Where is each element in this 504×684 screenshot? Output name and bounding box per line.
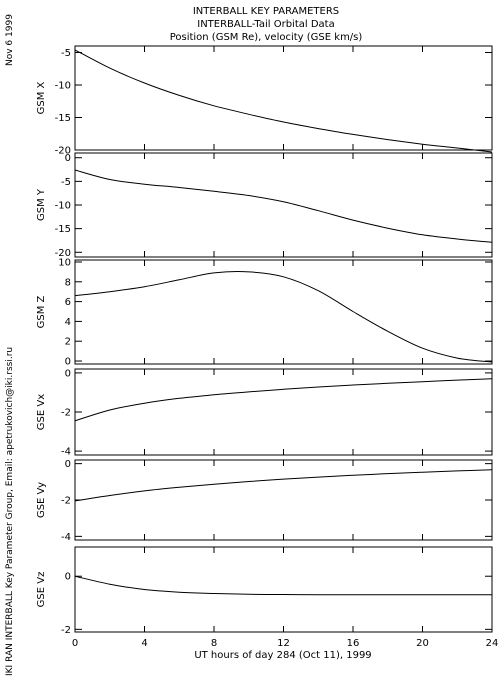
chart-title-line1: INTERBALL KEY PARAMETERS	[193, 6, 339, 17]
x-tick-label: 4	[141, 638, 147, 649]
x-tick-label: 0	[72, 638, 78, 649]
y-tick-label: 2	[65, 337, 71, 348]
y-tick-label: -4	[61, 532, 71, 543]
x-tick-label: 24	[486, 638, 499, 649]
y-tick-label: 10	[58, 257, 71, 268]
y-tick-label: -5	[61, 48, 71, 59]
y-tick-label: -20	[55, 248, 71, 259]
y-tick-label: -2	[61, 408, 71, 419]
y-tick-label: -2	[61, 496, 71, 507]
y-tick-label: 0	[65, 572, 71, 583]
y-axis-label: GSM Z	[36, 295, 47, 328]
side-date: Nov 6 1999	[5, 14, 15, 66]
x-tick-label: 20	[416, 638, 429, 649]
chart-title-line3: Position (GSM Re), velocity (GSE km/s)	[170, 32, 363, 43]
y-tick-label: 0	[65, 368, 71, 379]
y-axis-label: GSE Vy	[36, 482, 47, 518]
y-tick-label: -10	[55, 201, 71, 212]
y-tick-label: 8	[65, 277, 71, 288]
y-tick-label: 0	[65, 153, 71, 164]
series-line	[74, 378, 493, 422]
y-tick-label: -20	[55, 146, 71, 157]
y-tick-label: 0	[65, 459, 71, 470]
y-tick-label: -15	[55, 113, 71, 124]
y-tick-label: -5	[61, 177, 71, 188]
x-axis-label: UT hours of day 284 (Oct 11), 1999	[194, 650, 371, 661]
y-axis-label: GSM X	[36, 81, 47, 114]
y-axis-label: GSE Vx	[36, 394, 47, 430]
y-axis-label: GSM Y	[36, 188, 47, 221]
y-tick-label: -4	[61, 447, 71, 458]
x-tick-label: 12	[277, 638, 290, 649]
y-tick-label: -2	[61, 625, 71, 636]
y-tick-label: -15	[55, 224, 71, 235]
side-credit: IKI RAN INTERBALL Key Parameter Group, E…	[5, 347, 15, 676]
series-line	[74, 469, 493, 502]
y-tick-label: -10	[55, 81, 71, 92]
series-line	[74, 169, 493, 243]
series-line	[74, 575, 492, 596]
x-tick-label: 16	[347, 638, 360, 649]
y-tick-label: 0	[65, 357, 71, 368]
y-tick-label: 6	[65, 297, 71, 308]
x-tick-label: 8	[211, 638, 217, 649]
series-line	[74, 271, 493, 363]
y-axis-label: GSE Vz	[36, 572, 47, 608]
series-line	[74, 49, 493, 153]
chart-title-line2: INTERBALL-Tail Orbital Data	[197, 19, 334, 30]
y-tick-label: 4	[65, 317, 71, 328]
